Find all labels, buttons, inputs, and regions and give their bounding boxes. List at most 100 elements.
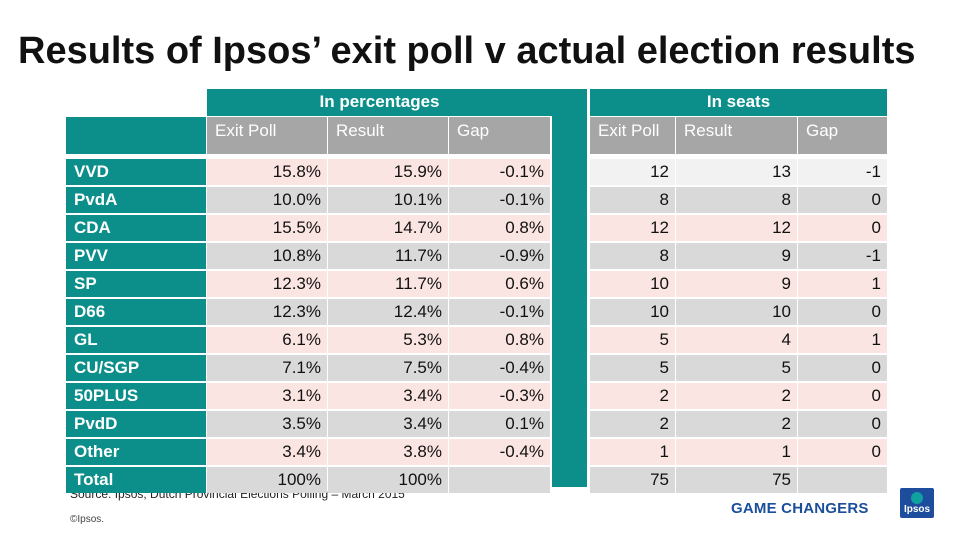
logo-ball-icon bbox=[911, 492, 923, 504]
pct-result-cell: 100% bbox=[328, 467, 448, 493]
pct-gap-cell: -0.1% bbox=[449, 187, 550, 213]
column-header-seats-result: Result bbox=[676, 117, 797, 154]
ipsos-logo: Ipsos bbox=[900, 488, 934, 518]
seat-gap-cell: 0 bbox=[798, 355, 887, 381]
seat-gap-cell bbox=[798, 467, 887, 493]
pct-gap-cell: -0.4% bbox=[449, 439, 550, 465]
pct-exit-cell: 6.1% bbox=[207, 327, 327, 353]
pct-exit-cell: 3.1% bbox=[207, 383, 327, 409]
pct-gap-cell: -0.4% bbox=[449, 355, 550, 381]
seat-exit-cell: 75 bbox=[590, 467, 675, 493]
label-column-header bbox=[66, 117, 206, 154]
seat-gap-cell: 0 bbox=[798, 439, 887, 465]
pct-gap-cell: -0.1% bbox=[449, 159, 550, 185]
row-label: CU/SGP bbox=[66, 355, 206, 381]
pct-result-cell: 10.1% bbox=[328, 187, 448, 213]
pct-gap-cell: 0.8% bbox=[449, 327, 550, 353]
pct-result-cell: 14.7% bbox=[328, 215, 448, 241]
seat-exit-cell: 8 bbox=[590, 187, 675, 213]
pct-exit-cell: 10.0% bbox=[207, 187, 327, 213]
pct-exit-cell: 12.3% bbox=[207, 299, 327, 325]
seat-result-cell: 13 bbox=[676, 159, 797, 185]
seat-exit-cell: 12 bbox=[590, 159, 675, 185]
group-header-percentages: In percentages bbox=[207, 89, 552, 116]
pct-exit-cell: 3.5% bbox=[207, 411, 327, 437]
separator-column bbox=[552, 89, 587, 487]
seat-gap-cell: 0 bbox=[798, 299, 887, 325]
column-header-pct-exit: Exit Poll bbox=[207, 117, 327, 154]
seat-exit-cell: 5 bbox=[590, 355, 675, 381]
pct-gap-cell: 0.6% bbox=[449, 271, 550, 297]
pct-gap-cell bbox=[449, 467, 550, 493]
seat-gap-cell: 1 bbox=[798, 327, 887, 353]
row-label: 50PLUS bbox=[66, 383, 206, 409]
copyright-note: ©Ipsos. bbox=[70, 514, 105, 525]
seat-result-cell: 8 bbox=[676, 187, 797, 213]
seat-gap-cell: -1 bbox=[798, 243, 887, 269]
row-label: GL bbox=[66, 327, 206, 353]
row-label: PVV bbox=[66, 243, 206, 269]
seat-exit-cell: 10 bbox=[590, 299, 675, 325]
seat-result-cell: 9 bbox=[676, 271, 797, 297]
pct-exit-cell: 100% bbox=[207, 467, 327, 493]
pct-result-cell: 3.8% bbox=[328, 439, 448, 465]
pct-gap-cell: -0.1% bbox=[449, 299, 550, 325]
seat-result-cell: 10 bbox=[676, 299, 797, 325]
column-header-pct-gap: Gap bbox=[449, 117, 550, 154]
pct-gap-cell: 0.1% bbox=[449, 411, 550, 437]
pct-result-cell: 11.7% bbox=[328, 243, 448, 269]
seat-exit-cell: 10 bbox=[590, 271, 675, 297]
seat-gap-cell: -1 bbox=[798, 159, 887, 185]
pct-gap-cell: -0.9% bbox=[449, 243, 550, 269]
seat-exit-cell: 5 bbox=[590, 327, 675, 353]
column-header-pct-result: Result bbox=[328, 117, 448, 154]
seat-gap-cell: 0 bbox=[798, 187, 887, 213]
pct-result-cell: 12.4% bbox=[328, 299, 448, 325]
pct-result-cell: 11.7% bbox=[328, 271, 448, 297]
seat-result-cell: 5 bbox=[676, 355, 797, 381]
seat-result-cell: 12 bbox=[676, 215, 797, 241]
seat-result-cell: 75 bbox=[676, 467, 797, 493]
seat-result-cell: 1 bbox=[676, 439, 797, 465]
seat-gap-cell: 0 bbox=[798, 215, 887, 241]
seat-result-cell: 9 bbox=[676, 243, 797, 269]
seat-gap-cell: 1 bbox=[798, 271, 887, 297]
pct-result-cell: 5.3% bbox=[328, 327, 448, 353]
seat-gap-cell: 0 bbox=[798, 411, 887, 437]
row-label: CDA bbox=[66, 215, 206, 241]
seat-gap-cell: 0 bbox=[798, 383, 887, 409]
pct-exit-cell: 3.4% bbox=[207, 439, 327, 465]
row-label: Total bbox=[66, 467, 206, 493]
seat-exit-cell: 12 bbox=[590, 215, 675, 241]
pct-exit-cell: 15.5% bbox=[207, 215, 327, 241]
row-label: Other bbox=[66, 439, 206, 465]
column-header-seats-gap: Gap bbox=[798, 117, 887, 154]
pct-result-cell: 15.9% bbox=[328, 159, 448, 185]
brand-tagline: GAME CHANGERS bbox=[731, 500, 869, 517]
row-label: SP bbox=[66, 271, 206, 297]
seat-exit-cell: 1 bbox=[590, 439, 675, 465]
pct-exit-cell: 10.8% bbox=[207, 243, 327, 269]
row-label: PvdA bbox=[66, 187, 206, 213]
pct-exit-cell: 15.8% bbox=[207, 159, 327, 185]
seat-result-cell: 4 bbox=[676, 327, 797, 353]
pct-result-cell: 3.4% bbox=[328, 383, 448, 409]
pct-result-cell: 7.5% bbox=[328, 355, 448, 381]
pct-gap-cell: 0.8% bbox=[449, 215, 550, 241]
page-title: Results of Ipsos’ exit poll v actual ele… bbox=[18, 30, 916, 72]
logo-text: Ipsos bbox=[903, 504, 931, 515]
row-label: PvdD bbox=[66, 411, 206, 437]
row-label: VVD bbox=[66, 159, 206, 185]
pct-exit-cell: 12.3% bbox=[207, 271, 327, 297]
group-header-seats: In seats bbox=[590, 89, 887, 116]
pct-exit-cell: 7.1% bbox=[207, 355, 327, 381]
seat-result-cell: 2 bbox=[676, 411, 797, 437]
pct-gap-cell: -0.3% bbox=[449, 383, 550, 409]
row-label: D66 bbox=[66, 299, 206, 325]
column-header-seats-exit: Exit Poll bbox=[590, 117, 675, 154]
seat-exit-cell: 8 bbox=[590, 243, 675, 269]
pct-result-cell: 3.4% bbox=[328, 411, 448, 437]
seat-exit-cell: 2 bbox=[590, 383, 675, 409]
seat-exit-cell: 2 bbox=[590, 411, 675, 437]
seat-result-cell: 2 bbox=[676, 383, 797, 409]
